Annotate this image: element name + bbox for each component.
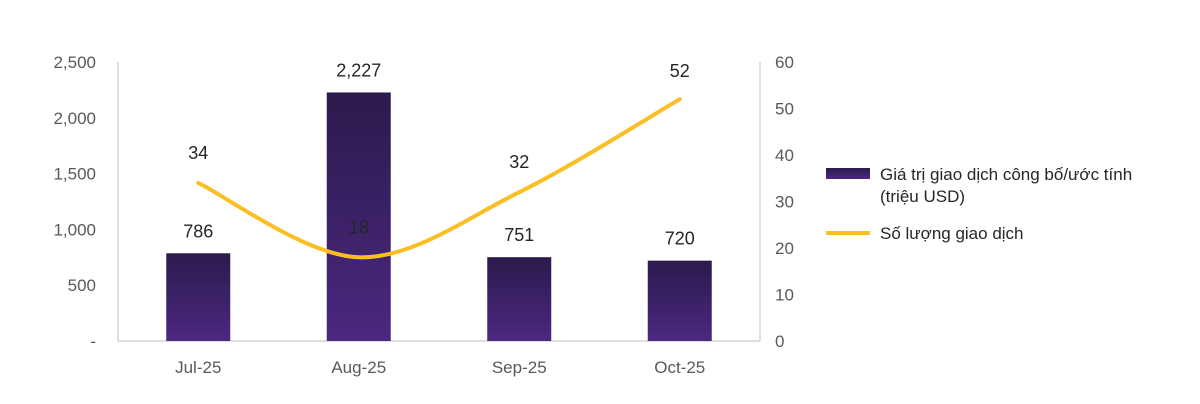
y-left-tick-label: - xyxy=(90,332,96,351)
bar xyxy=(166,253,231,341)
bar-value-label: 786 xyxy=(183,221,213,241)
bar-value-label: 720 xyxy=(665,229,695,249)
x-tick-label: Aug-25 xyxy=(331,358,386,377)
bar-value-label: 751 xyxy=(504,225,534,245)
line-value-label: 18 xyxy=(349,217,369,237)
bar xyxy=(326,92,391,341)
y-right-tick-label: 50 xyxy=(775,100,794,119)
x-tick-label: Sep-25 xyxy=(492,358,547,377)
y-left-tick-label: 2,500 xyxy=(53,53,96,72)
y-right-tick-label: 0 xyxy=(775,332,784,351)
line-value-label: 34 xyxy=(188,143,208,163)
y-left-tick-label: 2,000 xyxy=(53,109,96,128)
y-right-tick-label: 20 xyxy=(775,239,794,258)
y-right-tick-label: 30 xyxy=(775,193,794,212)
bar xyxy=(647,260,712,341)
legend-bar-label: Giá trị giao dịch công bố/ước tính xyxy=(880,165,1132,184)
y-left-tick-label: 1,000 xyxy=(53,220,96,239)
bar-value-label: 2,227 xyxy=(336,60,381,80)
line-series-path xyxy=(196,97,682,260)
legend-bar-label: (triệu USD) xyxy=(880,187,965,206)
x-tick-label: Jul-25 xyxy=(175,358,221,377)
bar xyxy=(487,257,552,341)
line-value-label: 52 xyxy=(670,61,690,81)
y-right-tick-label: 40 xyxy=(775,146,794,165)
y-right-tick-label: 60 xyxy=(775,53,794,72)
y-left-tick-label: 500 xyxy=(68,276,96,295)
y-right-tick-label: 10 xyxy=(775,286,794,305)
x-tick-label: Oct-25 xyxy=(654,358,705,377)
legend-line-label: Số lượng giao dịch xyxy=(880,224,1024,243)
line-value-label: 32 xyxy=(509,152,529,172)
legend-bar-swatch xyxy=(826,168,870,179)
y-left-tick-label: 1,500 xyxy=(53,165,96,184)
